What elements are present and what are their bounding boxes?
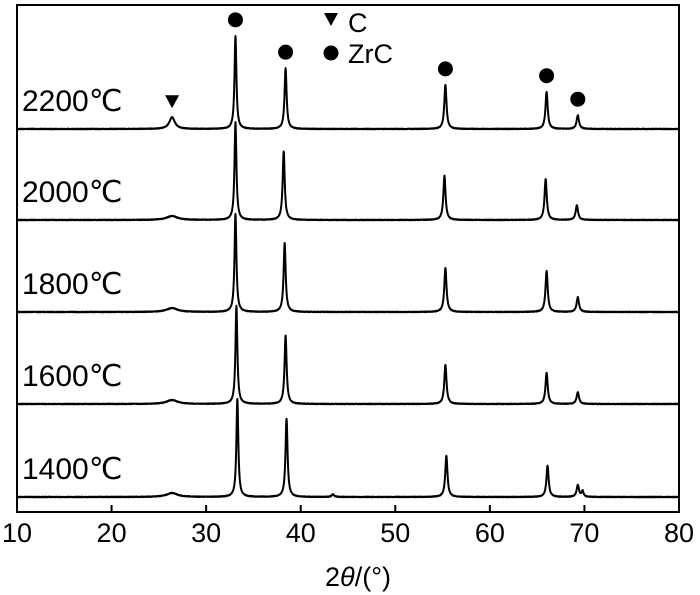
series-label: 1600℃ <box>22 360 122 393</box>
x-tick-label: 20 <box>97 518 127 548</box>
series-line <box>16 304 680 406</box>
x-tick-label: 10 <box>2 518 32 548</box>
x-axis-ticks: 10 20 30 40 50 60 70 80 <box>2 505 694 548</box>
peak-marker-circle <box>437 61 453 77</box>
legend-label: ZrC <box>348 39 393 69</box>
x-tick-label: 80 <box>664 518 694 548</box>
x-tick-label: 40 <box>286 518 316 548</box>
peak-marker-circle <box>539 68 555 84</box>
series-line <box>16 34 680 131</box>
series-label: 1400℃ <box>22 453 122 486</box>
series-label: 1800℃ <box>22 268 122 301</box>
series-group <box>16 34 680 499</box>
peak-marker-group <box>165 12 586 109</box>
x-axis-title: 2θ/(°) <box>325 562 391 592</box>
x-axis-title-prefix: 2 <box>325 562 340 592</box>
legend-label: C <box>348 8 368 38</box>
peak-marker-circle <box>227 12 243 28</box>
series-label: 2000℃ <box>22 176 122 209</box>
x-tick-label: 70 <box>569 518 599 548</box>
peak-marker-circle <box>570 91 586 107</box>
legend-marker-circle <box>323 45 339 61</box>
peak-marker-circle <box>278 44 294 60</box>
x-axis-title-symbol: θ <box>340 562 355 592</box>
series-line <box>16 121 680 222</box>
x-tick-label: 50 <box>380 518 410 548</box>
series-label: 2200℃ <box>22 85 122 118</box>
x-tick-label: 60 <box>475 518 505 548</box>
legend-marker-triangle <box>324 13 338 26</box>
peak-marker-triangle <box>165 95 180 109</box>
series-label-group: 2200℃ 2000℃ 1800℃ 1600℃ 1400℃ <box>22 85 122 486</box>
x-axis-title-unit: /(°) <box>355 562 391 592</box>
series-line <box>16 212 680 314</box>
plot-frame <box>16 4 680 513</box>
x-tick-label: 30 <box>191 518 221 548</box>
series-line <box>16 397 680 499</box>
plot-border <box>16 4 680 513</box>
